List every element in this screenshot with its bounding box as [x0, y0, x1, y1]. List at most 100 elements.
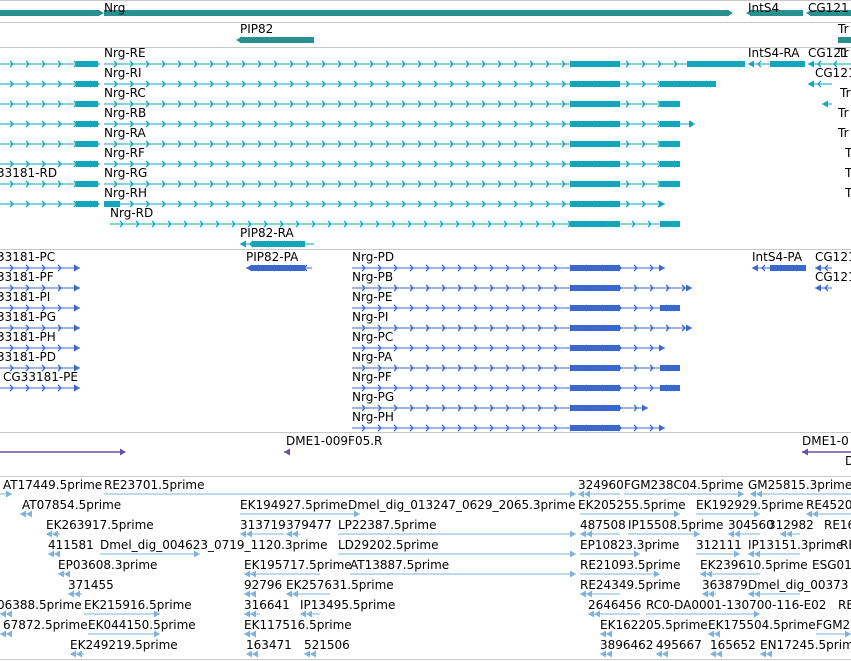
est-label[interactable]: AT17449.5prime	[3, 478, 103, 492]
est-label[interactable]: FGM238C04.5prime	[624, 478, 744, 492]
est-label[interactable]: IP15508.5prime	[628, 518, 724, 532]
transcript-label[interactable]: Nrg-RE	[104, 46, 146, 60]
transcript-label[interactable]: T	[845, 146, 851, 160]
est-label[interactable]: 324960	[578, 478, 624, 492]
transcript-label[interactable]: IntS4-RA	[748, 46, 800, 60]
est-label[interactable]: 92796	[244, 578, 283, 592]
est-label[interactable]: 2646456	[588, 598, 642, 612]
est-label[interactable]: EK239610.5prime	[700, 558, 808, 572]
est-label[interactable]: 316641	[244, 598, 290, 612]
est-label[interactable]: AT13887.5prime	[350, 558, 450, 572]
est-label[interactable]: 67872.5prime	[3, 618, 88, 632]
protein-label[interactable]: Nrg-PE	[352, 290, 393, 304]
est-label[interactable]: EP03608.3prime	[58, 558, 158, 572]
est-label[interactable]: ESG01	[812, 558, 851, 572]
est-label[interactable]: RE	[838, 598, 851, 612]
transcript-label[interactable]: Nrg-RH	[104, 186, 148, 200]
est-label[interactable]: RE24349.5prime	[580, 578, 681, 592]
est-label[interactable]: GM25815.3prime	[748, 478, 851, 492]
est-label[interactable]: RE16	[824, 518, 851, 532]
gene-label[interactable]: Tr	[838, 22, 849, 36]
est-label[interactable]: EK215916.5prime	[84, 598, 192, 612]
protein-label[interactable]: Nrg-PD	[352, 250, 395, 264]
protein-label[interactable]: PIP82-PA	[246, 250, 299, 264]
transcript-label[interactable]: Nrg-RC	[104, 86, 146, 100]
est-label[interactable]: 163471	[246, 638, 292, 652]
transcript-label[interactable]: CG121	[808, 46, 849, 60]
est-label[interactable]: 495667	[656, 638, 702, 652]
est-label[interactable]: 312982	[768, 518, 814, 532]
oligo-label[interactable]: D	[845, 454, 851, 468]
est-label[interactable]: EK195717.5prime	[244, 558, 352, 572]
transcript-label[interactable]: Nrg-RA	[104, 126, 146, 140]
est-label[interactable]: RC0-DA0001-130700-116-E02	[646, 598, 827, 612]
est-label[interactable]: 304560	[728, 518, 774, 532]
est-label[interactable]: EN17245.5prime	[760, 638, 851, 652]
transcript-label[interactable]: T	[845, 186, 851, 200]
est-label[interactable]: 165652	[710, 638, 756, 652]
est-label[interactable]: 371455	[68, 578, 114, 592]
est-label[interactable]: LD29202.5prime	[338, 538, 439, 552]
est-label[interactable]: EP10823.3prime	[580, 538, 680, 552]
est-label[interactable]: Dmel_dig_00373	[748, 578, 849, 592]
transcript-label[interactable]: Tr	[838, 126, 849, 140]
transcript-label[interactable]: Nrg-RD	[110, 206, 154, 220]
gene-label[interactable]: CG121	[808, 1, 849, 15]
protein-label[interactable]: Nrg-PB	[352, 270, 394, 284]
protein-label[interactable]: Nrg-PG	[352, 390, 395, 404]
gene-label[interactable]: PIP82	[240, 22, 274, 36]
est-label[interactable]: LP22387.5prime	[338, 518, 437, 532]
est-label[interactable]: Dmel_dig_013247_0629_2065.3prime	[348, 498, 576, 512]
est-label[interactable]: 521506	[304, 638, 350, 652]
protein-label[interactable]: CG33181-PE	[3, 370, 78, 384]
protein-label[interactable]: 33181-PI	[0, 290, 51, 304]
est-label[interactable]: Dmel_dig_004623_0719_1120.3prime	[100, 538, 328, 552]
protein-label[interactable]: Nrg-PA	[352, 350, 393, 364]
transcript-label[interactable]: Nrg-RF	[104, 146, 145, 160]
protein-label[interactable]: IntS4-PA	[752, 250, 803, 264]
protein-label[interactable]: 33181-PH	[0, 330, 56, 344]
transcript-label[interactable]: CG121	[815, 66, 851, 80]
protein-label[interactable]: CG121	[815, 270, 851, 284]
est-label[interactable]: RE	[840, 538, 851, 552]
protein-label[interactable]: Nrg-PI	[352, 310, 389, 324]
est-label[interactable]: EK044150.5prime	[88, 618, 196, 632]
est-label[interactable]: EK194927.5prime	[240, 498, 348, 512]
est-label[interactable]: 06388.5prime	[0, 598, 82, 612]
est-label[interactable]: EK263917.5prime	[46, 518, 154, 532]
est-label[interactable]: IP13495.5prime	[300, 598, 396, 612]
est-label[interactable]: RE4520	[806, 498, 851, 512]
est-label[interactable]: 3896462	[600, 638, 654, 652]
transcript-label[interactable]: PIP82-RA	[240, 226, 294, 240]
est-label[interactable]: 312111	[696, 538, 742, 552]
protein-label[interactable]: 33181-PC	[0, 250, 56, 264]
protein-label[interactable]: 33181-PG	[0, 310, 57, 324]
protein-label[interactable]: 33181-PD	[0, 350, 56, 364]
est-label[interactable]: AT07854.5prime	[22, 498, 122, 512]
protein-label[interactable]: CG121	[815, 250, 851, 264]
est-label[interactable]: 363879	[702, 578, 748, 592]
est-label[interactable]: 379477	[286, 518, 332, 532]
est-label[interactable]: EK249219.5prime	[70, 638, 178, 652]
est-label[interactable]: 313719	[240, 518, 286, 532]
transcript-label[interactable]: Nrg-RI	[104, 66, 142, 80]
est-label[interactable]: EK162205.5prime	[600, 618, 708, 632]
transcript-label[interactable]: Tr	[838, 106, 849, 120]
est-label[interactable]: 487508	[580, 518, 626, 532]
est-label[interactable]: RE21093.5prime	[580, 558, 681, 572]
est-label[interactable]: RE23701.5prime	[104, 478, 205, 492]
transcript-label[interactable]: Tr	[838, 46, 849, 60]
protein-label[interactable]: Nrg-PF	[352, 370, 392, 384]
est-label[interactable]: EK257631.5prime	[286, 578, 394, 592]
transcript-label[interactable]: 33181-RD	[0, 166, 58, 180]
oligo-label[interactable]: DME1-009F05.R	[286, 434, 383, 448]
est-label[interactable]: EK192929.5prime	[696, 498, 804, 512]
transcript-label[interactable]: T	[845, 166, 851, 180]
est-label[interactable]: 411581	[48, 538, 94, 552]
transcript-label[interactable]: Nrg-RG	[104, 166, 148, 180]
est-label[interactable]: IP13151.3prime	[748, 538, 844, 552]
protein-label[interactable]: Nrg-PH	[352, 410, 394, 424]
est-label[interactable]: EK175504.5prime	[708, 618, 816, 632]
transcript-label[interactable]: Tr	[840, 86, 851, 100]
est-label[interactable]: EK117516.5prime	[244, 618, 352, 632]
